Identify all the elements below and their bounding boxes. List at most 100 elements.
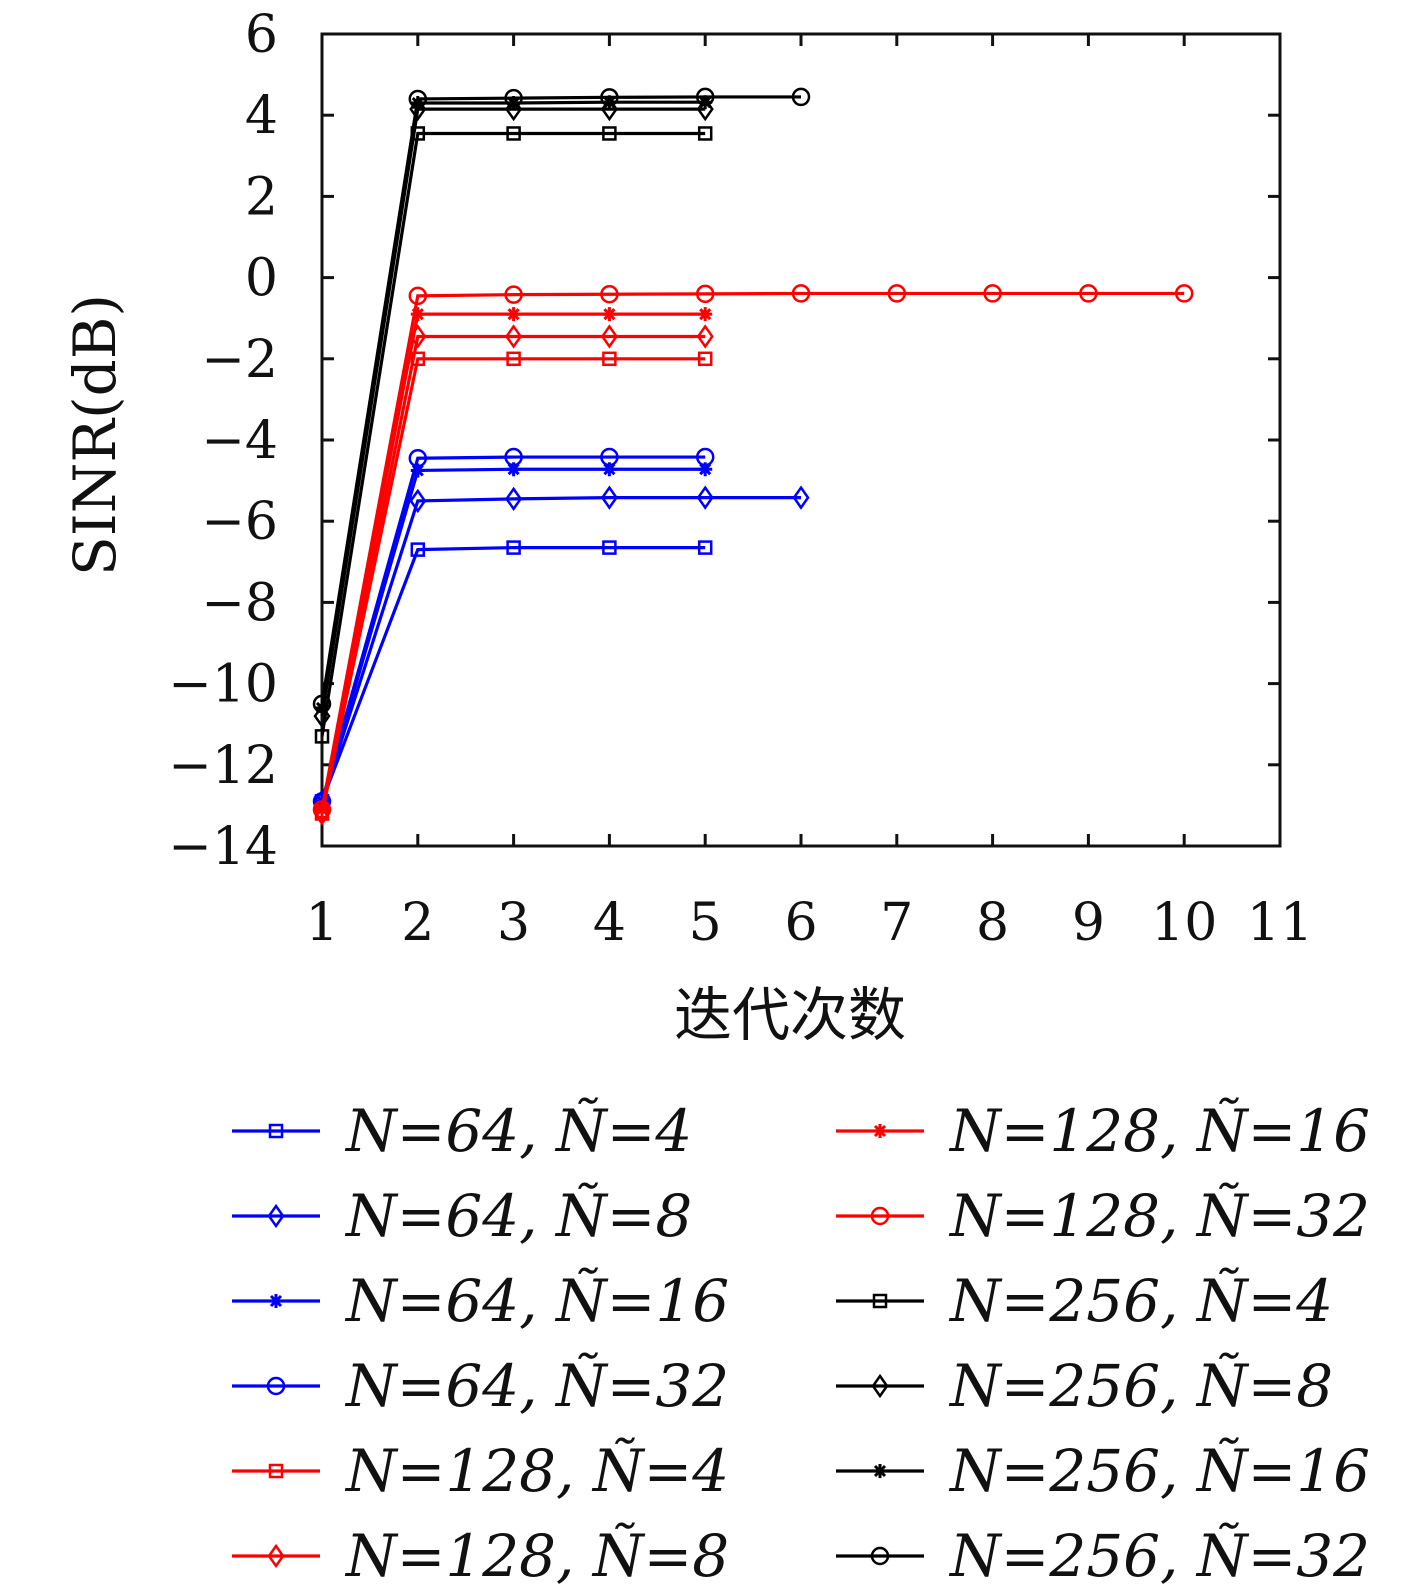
x-axis-label: 迭代次数 [674, 981, 906, 1049]
data-point [697, 351, 713, 367]
series-1 [313, 485, 810, 814]
data-point [791, 87, 811, 107]
data-point [697, 540, 713, 555]
y-tick-label: −10 [168, 655, 278, 715]
y-tick-label: −12 [168, 736, 278, 796]
x-tick-label: 2 [401, 893, 434, 953]
legend-label: N=64, Ñ=32 [344, 1352, 729, 1420]
legend-marker [873, 1124, 887, 1138]
y-tick-label: −6 [201, 492, 278, 552]
legend-marker [872, 1293, 888, 1309]
data-point [505, 324, 523, 349]
legend-marker [267, 1543, 285, 1569]
x-tick-label: 8 [976, 893, 1009, 953]
data-point [314, 729, 330, 744]
data-point [602, 126, 617, 141]
y-tick-label: 4 [245, 86, 278, 146]
data-point [312, 800, 332, 819]
plot-frame [320, 32, 1282, 848]
legend-marker [870, 1546, 890, 1566]
data-point [410, 463, 425, 478]
series-line [320, 334, 706, 814]
series-3 [312, 447, 715, 811]
x-tick-label: 4 [593, 893, 626, 953]
legend-marker [269, 1294, 283, 1308]
y-tick-label: 0 [245, 249, 278, 309]
legend-label: N=64, Ñ=8 [344, 1182, 692, 1250]
data-point [602, 351, 617, 367]
data-point [1174, 284, 1194, 303]
x-tick-label: 3 [497, 893, 530, 953]
legend-marker [871, 1373, 889, 1399]
legend: N=64, Ñ=4 N=64, Ñ=8 N=64, Ñ=16 N=64, Ñ=32 N=… [232, 1097, 1370, 1587]
series-7 [312, 284, 1194, 819]
x-tick-label: 5 [689, 893, 722, 953]
legend-marker [267, 1203, 285, 1229]
series-line [320, 95, 801, 705]
data-point [506, 126, 521, 141]
series-8 [314, 126, 713, 744]
legend-entry: N=128, Ñ=8 [232, 1522, 729, 1587]
data-point [315, 700, 329, 715]
data-point [506, 307, 521, 322]
data-point [698, 307, 713, 322]
data-point [697, 126, 713, 141]
legend-marker [873, 1464, 887, 1478]
x-tick-label: 6 [784, 893, 817, 953]
series-4 [314, 351, 713, 821]
y-tick-label: −14 [168, 817, 278, 877]
data-point [695, 447, 715, 467]
data-point [600, 88, 619, 107]
legend-entry: N=64, Ñ=4 [232, 1097, 692, 1165]
x-tick-label: 10 [1151, 893, 1217, 953]
y-tick-label: 6 [245, 5, 278, 65]
data-point [504, 447, 523, 467]
data-point [887, 284, 907, 303]
data-point [504, 285, 523, 304]
data-point [410, 307, 425, 322]
y-tick-label: 2 [245, 167, 278, 227]
x-tick-label: 1 [305, 893, 338, 953]
legend-marker [870, 1206, 890, 1226]
series-line [320, 545, 706, 802]
legend-marker [266, 1376, 286, 1396]
data-point [696, 324, 714, 349]
legend-entry: N=128, Ñ=4 [232, 1437, 729, 1505]
legend-entry: N=256, Ñ=32 [836, 1522, 1370, 1587]
data-point [695, 284, 715, 304]
y-tick-label: −8 [201, 573, 278, 633]
legend-entry: N=256, Ñ=16 [836, 1437, 1370, 1505]
legend-label: N=256, Ñ=8 [948, 1352, 1333, 1420]
data-point [602, 462, 617, 477]
series-line [320, 291, 1185, 810]
data-point [600, 447, 619, 467]
data-point [408, 89, 428, 109]
series-layer [312, 87, 1194, 826]
legend-entry: N=64, Ñ=32 [232, 1352, 729, 1420]
legend-label: N=128, Ñ=4 [344, 1437, 729, 1505]
legend-label: N=128, Ñ=32 [948, 1182, 1370, 1250]
data-point [312, 694, 332, 714]
legend-entry: N=256, Ñ=4 [836, 1267, 1333, 1335]
legend-label: N=256, Ñ=4 [948, 1267, 1333, 1335]
x-tick-label: 11 [1247, 893, 1313, 953]
legend-marker [268, 1463, 284, 1479]
y-tick-label: −2 [201, 330, 278, 390]
legend-label: N=256, Ñ=16 [948, 1437, 1370, 1505]
series-line [320, 455, 706, 802]
data-point [506, 351, 521, 367]
legend-entry: N=256, Ñ=8 [836, 1352, 1333, 1420]
data-point [792, 485, 810, 510]
data-point [602, 95, 617, 110]
data-point [696, 485, 714, 510]
legend-label: N=256, Ñ=32 [948, 1522, 1370, 1587]
data-point [600, 324, 618, 349]
y-axis-ticks: 6 4 2 0 −2 −4 −6 −8 −10 −12 −14 [168, 5, 1280, 877]
data-point [698, 462, 713, 477]
plot-area [320, 32, 1282, 848]
data-point [695, 87, 715, 107]
data-point [602, 540, 617, 555]
series-line [320, 357, 706, 814]
legend-marker [268, 1123, 284, 1139]
